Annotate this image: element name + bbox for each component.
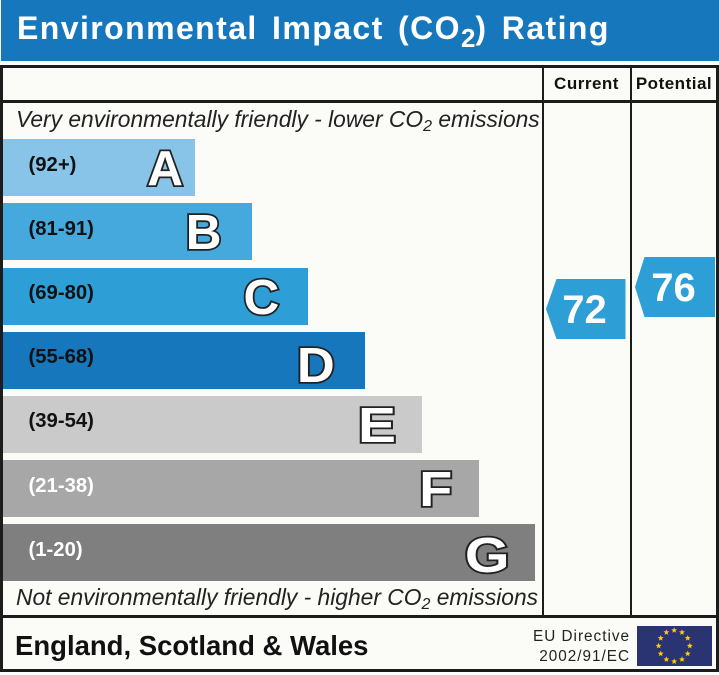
svg-text:76: 76 xyxy=(651,266,696,310)
svg-text:72: 72 xyxy=(562,288,607,332)
